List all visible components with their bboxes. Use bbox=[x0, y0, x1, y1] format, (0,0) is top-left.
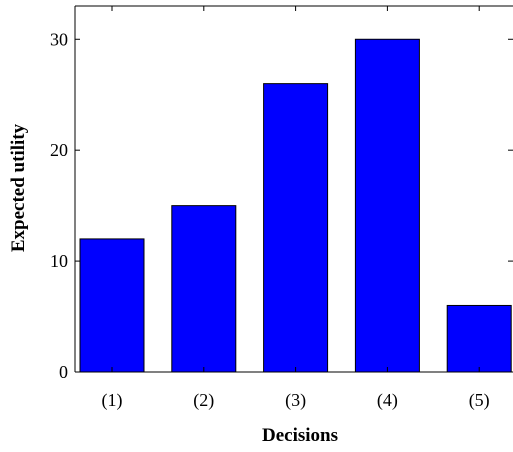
bar-4 bbox=[354, 38, 420, 373]
x-tick-label-3: (3) bbox=[285, 390, 306, 411]
axes-layer bbox=[74, 5, 513, 373]
y-tick-label-30: 30 bbox=[50, 29, 68, 49]
bar-3 bbox=[263, 83, 329, 373]
x-tick-label-2: (2) bbox=[193, 390, 214, 411]
y-tick-label-0: 0 bbox=[59, 362, 68, 382]
ticks-layer: 0 10 20 30 (1) (2) (3) (4) (5) bbox=[50, 6, 513, 411]
x-tick-label-4: (4) bbox=[377, 390, 398, 411]
y-axis-title: Expected utility bbox=[8, 123, 29, 252]
y-tick-label-10: 10 bbox=[50, 251, 68, 271]
bars-layer bbox=[79, 38, 512, 373]
x-tick-label-1: (1) bbox=[102, 390, 123, 411]
y-tick-label-20: 20 bbox=[50, 140, 68, 160]
x-tick-label-5: (5) bbox=[469, 390, 490, 411]
bar-5 bbox=[446, 304, 512, 373]
x-axis-title: Decisions bbox=[262, 425, 338, 446]
bar-1 bbox=[79, 238, 145, 373]
bar-2 bbox=[171, 205, 237, 373]
